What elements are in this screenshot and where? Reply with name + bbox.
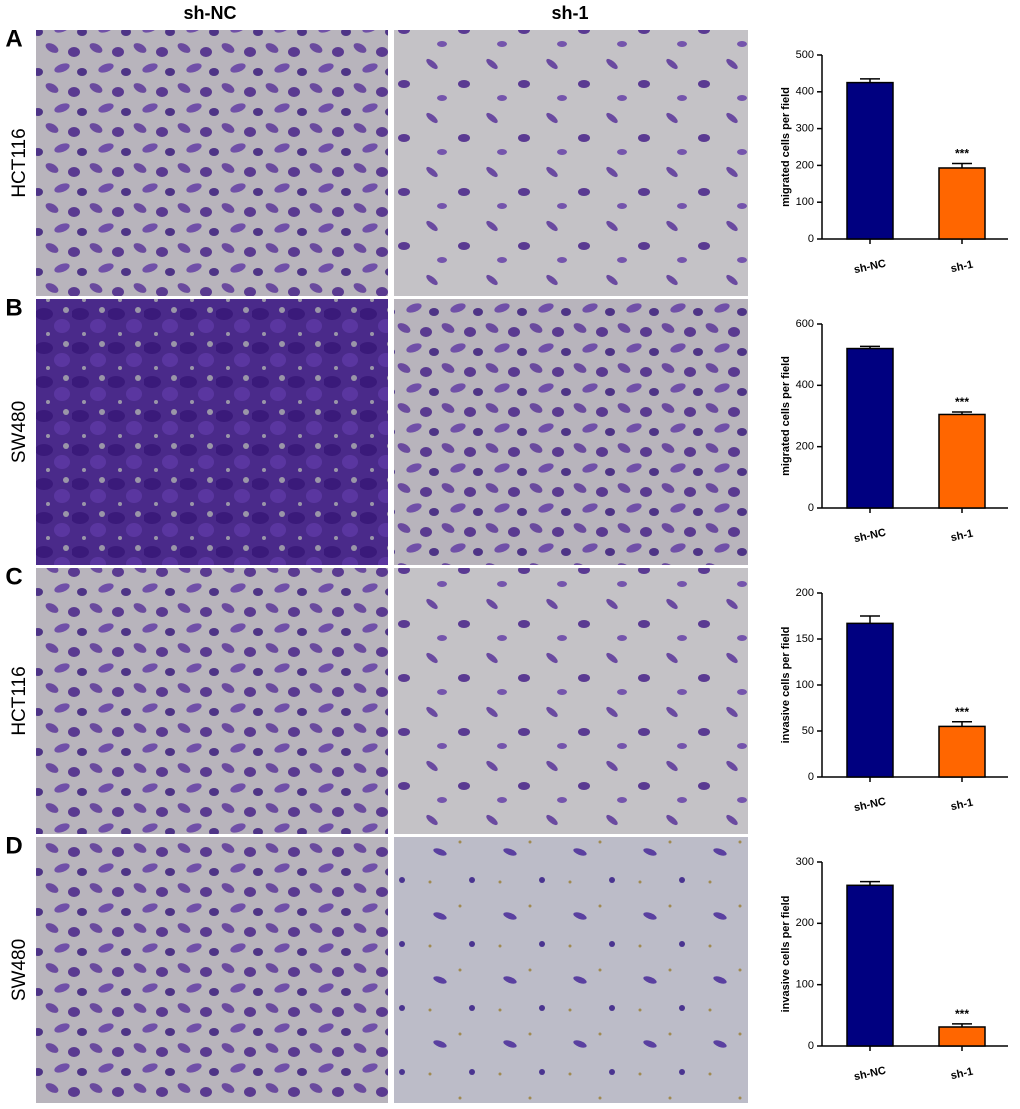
micrograph bbox=[394, 568, 748, 834]
row-label: HCT116 bbox=[9, 128, 30, 197]
significance: *** bbox=[955, 147, 969, 161]
y-tick-label: 300 bbox=[796, 856, 814, 868]
y-axis-label: migrated cells per field bbox=[780, 356, 792, 476]
y-tick-label: 100 bbox=[796, 679, 814, 691]
micrograph bbox=[394, 299, 748, 565]
y-tick-label: 0 bbox=[808, 233, 814, 245]
y-tick-label: 600 bbox=[796, 318, 814, 330]
bar bbox=[938, 725, 986, 778]
micrograph bbox=[36, 568, 388, 834]
x-tick-label: sh-NC bbox=[853, 258, 887, 276]
bar bbox=[846, 884, 894, 1047]
y-tick-label: 0 bbox=[808, 502, 814, 514]
x-tick-label: sh-1 bbox=[950, 259, 975, 275]
y-tick-label: 400 bbox=[796, 379, 814, 391]
bar bbox=[938, 1026, 986, 1047]
y-tick-label: 100 bbox=[796, 196, 814, 208]
y-axis-label: migrated cells per field bbox=[780, 87, 792, 207]
x-tick-label: sh-NC bbox=[853, 796, 887, 814]
bar bbox=[938, 167, 986, 240]
bar bbox=[846, 81, 894, 240]
significance: *** bbox=[955, 395, 969, 409]
y-tick-label: 200 bbox=[796, 159, 814, 171]
micrograph bbox=[394, 30, 748, 296]
panel-letter: C bbox=[5, 563, 22, 590]
y-tick-label: 500 bbox=[796, 49, 814, 61]
y-tick-label: 400 bbox=[796, 86, 814, 98]
y-tick-label: 50 bbox=[802, 725, 814, 737]
x-tick-label: sh-1 bbox=[950, 1066, 975, 1082]
x-tick-label: sh-NC bbox=[853, 1065, 887, 1083]
panel-letter: A bbox=[5, 25, 22, 52]
micrograph bbox=[36, 837, 388, 1103]
micrograph bbox=[36, 299, 388, 565]
y-tick-label: 300 bbox=[796, 123, 814, 135]
y-tick-label: 200 bbox=[796, 917, 814, 929]
y-tick-label: 0 bbox=[808, 1040, 814, 1052]
column-header: sh-1 bbox=[551, 3, 588, 23]
bar bbox=[846, 347, 894, 509]
x-tick-label: sh-1 bbox=[950, 797, 975, 813]
y-tick-label: 150 bbox=[796, 633, 814, 645]
y-tick-label: 0 bbox=[808, 771, 814, 783]
x-tick-label: sh-NC bbox=[853, 527, 887, 545]
y-tick-label: 100 bbox=[796, 979, 814, 991]
micrograph bbox=[36, 30, 388, 296]
micrograph bbox=[394, 837, 748, 1103]
y-tick-label: 200 bbox=[796, 441, 814, 453]
panel-letter: D bbox=[5, 832, 22, 859]
bar bbox=[846, 622, 894, 778]
significance: *** bbox=[955, 1007, 969, 1021]
y-tick-label: 200 bbox=[796, 587, 814, 599]
x-tick-label: sh-1 bbox=[950, 528, 975, 544]
panel-letter: B bbox=[5, 294, 22, 321]
bar bbox=[938, 413, 986, 509]
significance: *** bbox=[955, 705, 969, 719]
row-label: SW480 bbox=[9, 401, 30, 463]
row-label: HCT116 bbox=[9, 666, 30, 735]
y-axis-label: invasive cells per field bbox=[780, 896, 792, 1013]
row-label: SW480 bbox=[9, 939, 30, 1001]
column-header: sh-NC bbox=[184, 3, 237, 23]
y-axis-label: invasive cells per field bbox=[780, 627, 792, 744]
